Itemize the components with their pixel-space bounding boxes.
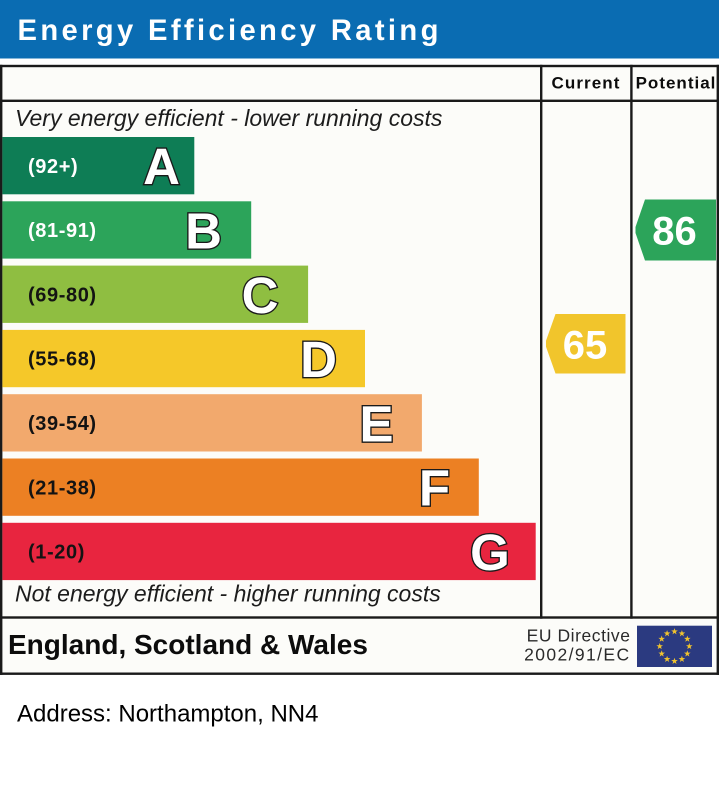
svg-text:G: G — [470, 524, 510, 581]
svg-text:Energy Efficiency Rating: Energy Efficiency Rating — [18, 15, 442, 47]
svg-text:Very energy efficient - lower: Very energy efficient - lower running co… — [15, 105, 443, 131]
svg-text:EU Directive: EU Directive — [527, 626, 631, 646]
svg-text:2002/91/EC: 2002/91/EC — [524, 645, 630, 665]
svg-text:(1-20): (1-20) — [28, 542, 85, 564]
svg-text:Not energy efficient - higher: Not energy efficient - higher running co… — [15, 581, 441, 607]
svg-text:F: F — [419, 460, 450, 517]
svg-text:86: 86 — [652, 210, 697, 254]
svg-text:England, Scotland & Wales: England, Scotland & Wales — [8, 629, 368, 660]
svg-text:(21-38): (21-38) — [28, 477, 97, 499]
svg-text:(92+): (92+) — [28, 156, 78, 178]
svg-text:(81-91): (81-91) — [28, 220, 97, 242]
svg-text:(55-68): (55-68) — [28, 349, 97, 371]
svg-text:65: 65 — [563, 323, 608, 367]
svg-text:Address: Northampton, NN4: Address: Northampton, NN4 — [17, 700, 318, 727]
svg-text:Potential: Potential — [636, 74, 717, 93]
svg-text:D: D — [300, 331, 337, 388]
svg-text:A: A — [143, 138, 180, 195]
svg-text:B: B — [185, 203, 222, 260]
svg-text:E: E — [359, 395, 393, 452]
svg-text:(69-80): (69-80) — [28, 284, 97, 306]
svg-text:Current: Current — [551, 74, 620, 93]
svg-text:C: C — [242, 267, 279, 324]
svg-text:(39-54): (39-54) — [28, 413, 97, 435]
